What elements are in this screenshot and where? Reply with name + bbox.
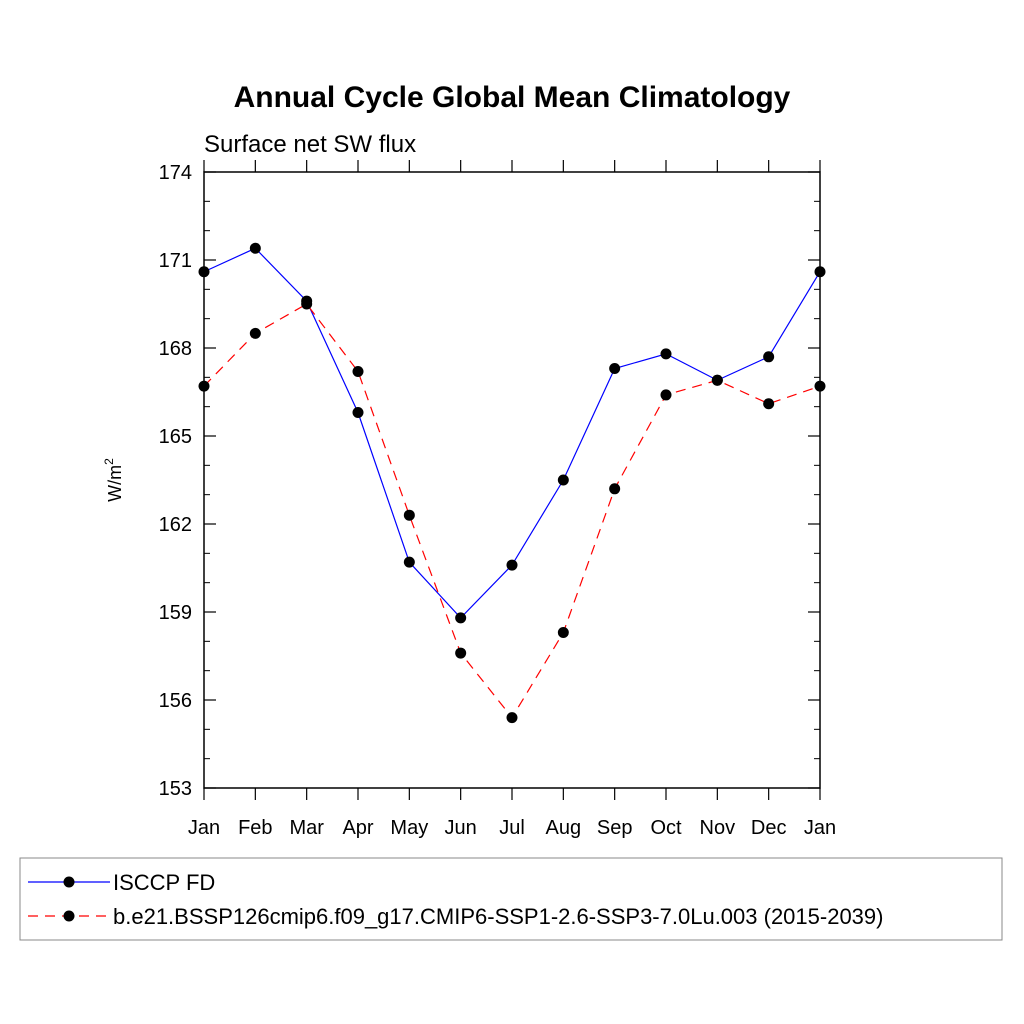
legend-marker-2 <box>63 910 75 922</box>
series-1-point <box>660 348 672 360</box>
series-1-point <box>198 266 210 278</box>
series-1-point <box>352 407 364 419</box>
x-tick-label: Aug <box>546 817 582 839</box>
legend-label-2: b.e21.BSSP126cmip6.f09_g17.CMIP6-SSP1-2.… <box>113 904 883 929</box>
series-2-point <box>301 298 313 310</box>
series-1-point <box>455 612 467 624</box>
series-2-point <box>660 389 672 401</box>
series-2-point <box>763 398 775 410</box>
series-1-point <box>609 363 621 375</box>
series-line-2 <box>203 303 821 719</box>
series-2-point <box>814 380 826 392</box>
series-2-point <box>249 327 261 339</box>
series-1-point <box>403 556 415 568</box>
x-tick-label: Feb <box>238 817 272 839</box>
x-tick-label: Jan <box>188 817 220 839</box>
series-2-point <box>352 365 364 377</box>
y-tick-label: 162 <box>159 514 192 536</box>
y-axis-label-superscript: 2 <box>102 458 116 465</box>
chart-title: Annual Cycle Global Mean Climatology <box>234 81 791 114</box>
x-tick-label: Sep <box>597 817 633 839</box>
x-tick-label: Nov <box>700 817 736 839</box>
legend-box <box>19 857 1003 941</box>
series-2-point <box>711 374 723 386</box>
series-lines <box>203 247 821 719</box>
series-1-point <box>763 351 775 363</box>
x-tick-label: Oct <box>650 817 682 839</box>
series-2-point <box>403 509 415 521</box>
y-tick-label: 171 <box>159 250 192 272</box>
legend-marker-1 <box>63 876 75 888</box>
y-tick-label: 174 <box>159 162 192 184</box>
series-2-point <box>198 380 210 392</box>
y-axis-label: W/m2 <box>102 458 125 502</box>
y-tick-label: 156 <box>159 690 192 712</box>
x-tick-label: Apr <box>342 817 373 839</box>
series-points <box>198 242 826 724</box>
x-tick-label: May <box>390 817 428 839</box>
y-axis-label-text: W/m <box>105 465 125 502</box>
series-2-point <box>557 627 569 639</box>
x-tick-label: Dec <box>751 817 787 839</box>
y-tick-label: 153 <box>159 778 192 800</box>
x-axis-tick-labels: Jan Feb Mar Apr May Jun Jul Aug Sep Oct Nov Dec Jan <box>188 817 836 839</box>
chart-subtitle: Surface net SW flux <box>204 131 416 158</box>
x-tick-label: Jan <box>804 817 836 839</box>
series-1-point <box>249 242 261 254</box>
plot-frame <box>203 171 821 789</box>
y-axis-tick-labels: 153 156 159 162 165 168 171 174 <box>159 162 192 800</box>
series-1-point <box>814 266 826 278</box>
y-tick-label: 168 <box>159 338 192 360</box>
series-1-point <box>557 474 569 486</box>
x-tick-label: Mar <box>289 817 324 839</box>
legend: ISCCP FD b.e21.BSSP126cmip6.f09_g17.CMIP6… <box>28 870 883 929</box>
axis-ticks <box>203 160 821 800</box>
series-2-point <box>609 483 621 495</box>
series-2-point <box>506 712 518 724</box>
y-tick-label: 159 <box>159 602 192 624</box>
legend-label-1: ISCCP FD <box>113 870 215 895</box>
x-tick-label: Jun <box>445 817 477 839</box>
series-2-point <box>455 647 467 659</box>
y-tick-label: 165 <box>159 426 192 448</box>
series-1-point <box>506 559 518 571</box>
x-tick-label: Jul <box>499 817 525 839</box>
